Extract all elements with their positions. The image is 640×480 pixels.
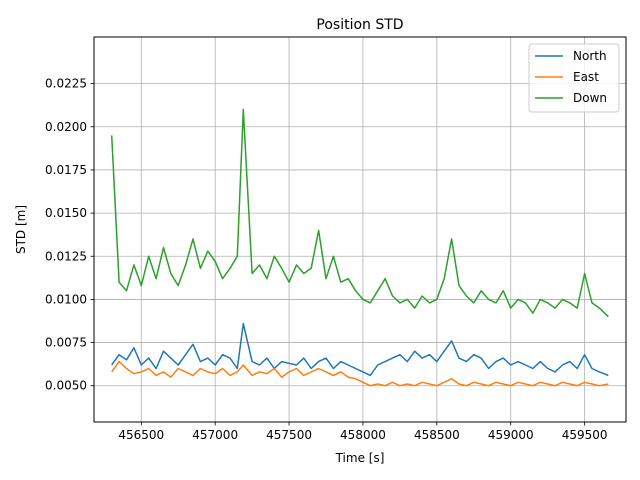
- x-tick-label: 459000: [488, 428, 534, 442]
- y-tick-label: 0.0225: [45, 77, 87, 91]
- y-tick-label: 0.0050: [45, 379, 87, 393]
- x-tick-label: 457500: [266, 428, 312, 442]
- legend: North East Down: [528, 43, 620, 113]
- x-axis-label: Time [s]: [335, 451, 385, 465]
- chart-title: Position STD: [316, 17, 403, 33]
- y-tick-label: 0.0175: [45, 163, 87, 177]
- x-tick-label: 456500: [118, 428, 164, 442]
- series-line-down: [110, 108, 609, 318]
- y-tick-label: 0.0150: [45, 206, 87, 220]
- y-tick-label: 0.0125: [45, 249, 87, 263]
- series-line-east: [111, 360, 609, 387]
- x-tick-label: 458000: [340, 428, 386, 442]
- x-tick-label: 457000: [192, 428, 238, 442]
- x-tick-label: 459500: [562, 428, 608, 442]
- legend-label-east: East: [573, 70, 599, 84]
- grid: [94, 37, 626, 422]
- series-layer: [110, 108, 609, 387]
- y-tick-label: 0.0100: [45, 292, 87, 306]
- series-line-north: [111, 322, 609, 377]
- legend-box: [528, 43, 620, 113]
- y-tick-label: 0.0200: [45, 120, 87, 134]
- legend-label-north: North: [573, 49, 607, 63]
- ticks: 456500 457000 457500 458000 458500 459000 4595…: [45, 77, 608, 442]
- y-tick-label: 0.0075: [45, 336, 87, 350]
- plot-frame: [93, 36, 627, 423]
- x-tick-label: 458500: [414, 428, 460, 442]
- y-axis-label: STD [m]: [14, 205, 28, 254]
- legend-label-down: Down: [573, 91, 607, 105]
